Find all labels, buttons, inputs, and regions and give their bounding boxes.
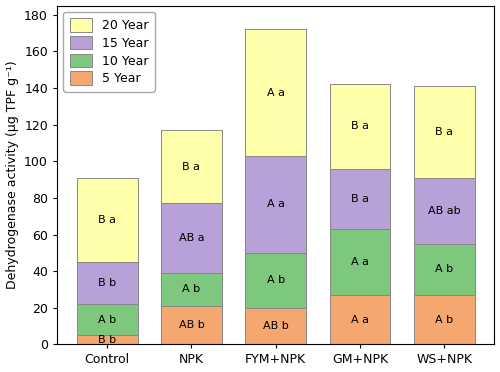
Bar [246, 29, 306, 156]
Bar [161, 273, 222, 306]
Bar [414, 178, 474, 244]
Bar [161, 203, 222, 273]
Text: AB b: AB b [178, 320, 204, 330]
Bar [246, 156, 306, 253]
Bar [77, 262, 138, 304]
Text: B b: B b [98, 335, 116, 345]
Text: B a: B a [351, 194, 369, 204]
Text: B b: B b [98, 278, 116, 288]
Bar [161, 306, 222, 344]
Text: B a: B a [351, 121, 369, 131]
Text: A b: A b [98, 315, 116, 325]
Text: A b: A b [435, 315, 454, 325]
Text: A a: A a [351, 315, 369, 325]
Text: A a: A a [351, 257, 369, 267]
Bar [330, 169, 390, 229]
Bar [330, 229, 390, 295]
Bar [246, 253, 306, 308]
Text: B a: B a [435, 127, 453, 137]
Text: A b: A b [182, 285, 200, 295]
Bar [414, 295, 474, 344]
Text: AB a: AB a [178, 233, 204, 243]
Text: B a: B a [98, 215, 116, 225]
Text: A b: A b [435, 264, 454, 274]
Bar [414, 244, 474, 295]
Bar [77, 335, 138, 344]
Bar [77, 178, 138, 262]
Bar [330, 295, 390, 344]
Text: A a: A a [266, 199, 284, 209]
Text: AB b: AB b [263, 321, 288, 331]
Bar [330, 84, 390, 169]
Bar [414, 86, 474, 178]
Bar [77, 304, 138, 335]
Y-axis label: Dehydrogenase activity (μg TPF g⁻¹): Dehydrogenase activity (μg TPF g⁻¹) [6, 61, 18, 289]
Legend: 20 Year, 15 Year, 10 Year, 5 Year: 20 Year, 15 Year, 10 Year, 5 Year [64, 12, 155, 92]
Bar [246, 308, 306, 344]
Bar [161, 130, 222, 203]
Text: B a: B a [182, 162, 200, 172]
Text: A a: A a [266, 87, 284, 97]
Text: A b: A b [266, 275, 285, 285]
Text: AB ab: AB ab [428, 206, 460, 216]
